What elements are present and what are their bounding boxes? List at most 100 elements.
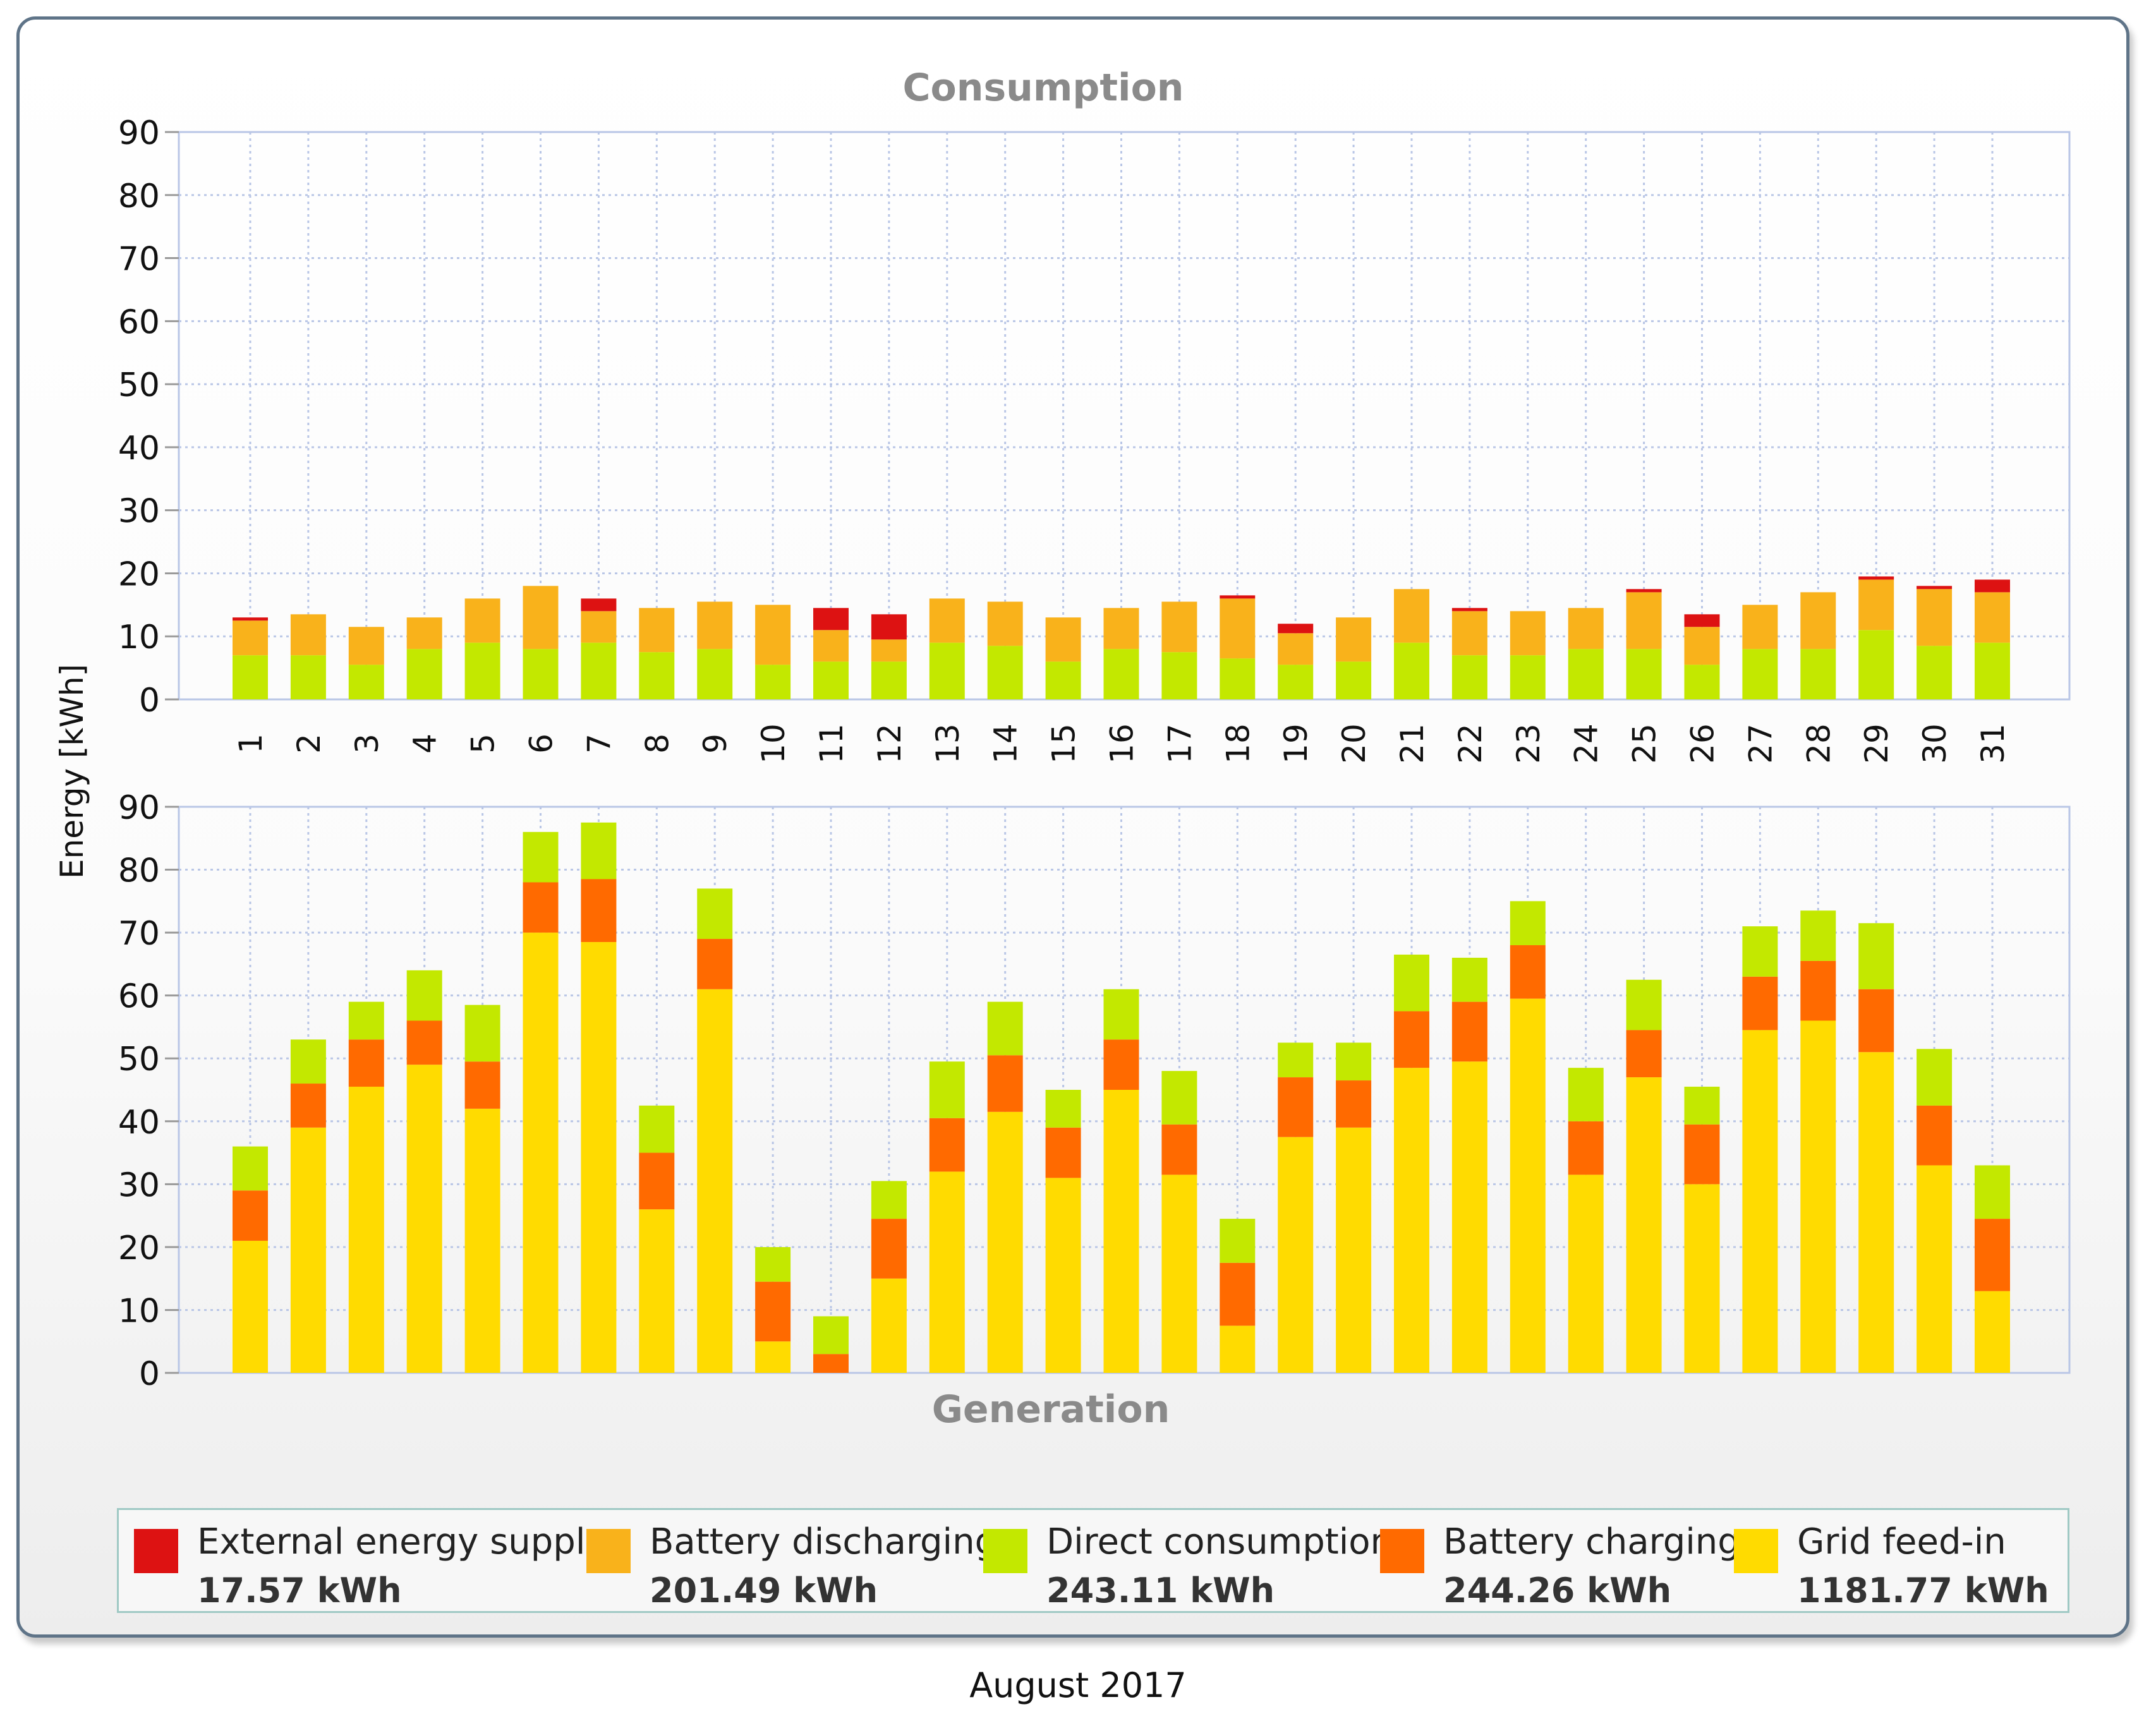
generation-bar-day-13-direct-consumption [929, 1061, 965, 1118]
grid-feed-in-swatch-icon [1734, 1529, 1778, 1573]
consumption-bar-day-12-battery-discharging [871, 639, 907, 662]
x-tick-label-day-19: 19 [1278, 723, 1314, 764]
consumption-bar-day-17-battery-discharging [1161, 601, 1197, 653]
x-tick-label-day-6: 6 [523, 734, 560, 754]
consumption-bar-day-26-external-energy-supply [1684, 614, 1720, 627]
consumption-title: Consumption [902, 66, 1184, 110]
consumption-bar-day-24-direct-consumption [1568, 649, 1604, 699]
consumption-bar-day-27-direct-consumption [1742, 649, 1778, 699]
generation-bar-day-5-grid-feed-in [464, 1108, 500, 1373]
consumption-bar-day-27-battery-discharging [1742, 605, 1778, 649]
consumption-bar-day-9-battery-discharging [697, 601, 733, 649]
generation-bar-day-26-direct-consumption [1684, 1087, 1720, 1125]
generation-bar-day-10-direct-consumption [755, 1247, 791, 1282]
consumption-bar-day-16-direct-consumption [1103, 649, 1139, 699]
legend-total: 1181.77 kWh [1797, 1571, 2049, 1610]
consumption-bar-day-30-direct-consumption [1917, 646, 1953, 699]
consumption-bar-day-8-direct-consumption [639, 652, 675, 699]
x-tick-label-day-2: 2 [291, 734, 327, 754]
consumption-bar-day-1-direct-consumption [233, 655, 268, 699]
x-tick-label-day-11: 11 [813, 723, 850, 764]
x-tick-label-day-4: 4 [407, 734, 444, 754]
generation-y-tick-label: 60 [118, 978, 160, 1016]
consumption-y-tick-label: 30 [118, 493, 160, 531]
x-tick-label-day-30: 30 [1917, 723, 1953, 764]
generation-bar-day-8-grid-feed-in [639, 1209, 675, 1373]
generation-bar-day-28-grid-feed-in [1800, 1020, 1836, 1373]
generation-bar-day-30-direct-consumption [1917, 1049, 1953, 1106]
generation-y-tick-label: 70 [118, 915, 160, 953]
generation-bar-day-27-direct-consumption [1742, 926, 1778, 977]
consumption-bar-day-16-battery-discharging [1103, 608, 1139, 649]
generation-bar-day-26-grid-feed-in [1684, 1184, 1720, 1373]
x-tick-label-day-28: 28 [1800, 723, 1837, 764]
consumption-bar-day-26-battery-discharging [1684, 627, 1720, 665]
generation-bar-day-4-grid-feed-in [406, 1065, 442, 1373]
consumption-bar-day-18-direct-consumption [1220, 658, 1256, 699]
generation-bar-day-30-battery-charging [1917, 1105, 1953, 1166]
consumption-bar-day-21-direct-consumption [1394, 643, 1429, 699]
generation-y-tick-label: 90 [118, 789, 160, 827]
legend-total: 201.49 kWh [650, 1571, 878, 1610]
x-tick-label-day-13: 13 [930, 723, 966, 764]
generation-bar-day-23-direct-consumption [1510, 901, 1546, 946]
generation-bar-day-25-direct-consumption [1626, 979, 1662, 1030]
consumption-bar-day-5-battery-discharging [464, 598, 500, 643]
legend-label: Direct consumption [1046, 1521, 1393, 1562]
generation-bar-day-26-battery-charging [1684, 1124, 1720, 1185]
consumption-bar-day-8-battery-discharging [639, 608, 675, 653]
x-tick-label-day-24: 24 [1568, 723, 1605, 764]
month-label: August 2017 [969, 1665, 1187, 1705]
generation-bar-day-31-grid-feed-in [1975, 1291, 2010, 1373]
generation-bar-day-22-direct-consumption [1451, 957, 1487, 1002]
consumption-bar-day-22-external-energy-supply [1451, 608, 1487, 612]
generation-bar-day-17-direct-consumption [1161, 1071, 1197, 1125]
consumption-bar-day-10-battery-discharging [755, 605, 791, 665]
consumption-bar-day-20-battery-discharging [1336, 617, 1372, 662]
generation-bar-day-7-grid-feed-in [581, 942, 617, 1373]
generation-bar-day-15-direct-consumption [1045, 1090, 1081, 1128]
battery-discharging-swatch-icon [586, 1529, 631, 1573]
generation-bar-day-27-battery-charging [1742, 976, 1778, 1030]
generation-bar-day-2-direct-consumption [290, 1039, 326, 1084]
x-tick-label-day-14: 14 [988, 723, 1024, 764]
generation-bar-day-9-battery-charging [697, 939, 733, 989]
consumption-bar-day-12-direct-consumption [871, 661, 907, 699]
generation-bar-day-31-battery-charging [1975, 1219, 2010, 1291]
consumption-bar-day-1-external-energy-supply [233, 617, 268, 621]
x-tick-label-day-27: 27 [1742, 723, 1779, 764]
generation-bar-day-21-battery-charging [1394, 1011, 1429, 1068]
generation-bar-day-10-grid-feed-in [755, 1341, 791, 1373]
consumption-bar-day-3-direct-consumption [348, 665, 384, 699]
consumption-bar-day-15-battery-discharging [1045, 617, 1081, 662]
generation-bar-day-27-grid-feed-in [1742, 1030, 1778, 1373]
consumption-y-tick-label: 10 [118, 619, 160, 656]
generation-bar-day-13-battery-charging [929, 1118, 965, 1172]
generation-bar-day-24-grid-feed-in [1568, 1175, 1604, 1373]
x-tick-label-day-20: 20 [1336, 723, 1372, 764]
consumption-y-tick-label: 60 [118, 303, 160, 341]
consumption-bar-day-23-direct-consumption [1510, 655, 1546, 699]
consumption-bar-day-31-external-energy-supply [1975, 579, 2010, 593]
generation-y-tick-label: 30 [118, 1166, 160, 1204]
legend-label: Grid feed-in [1797, 1521, 2006, 1562]
generation-bar-day-17-grid-feed-in [1161, 1175, 1197, 1373]
consumption-bar-day-28-battery-discharging [1800, 592, 1836, 649]
generation-bar-day-25-grid-feed-in [1626, 1077, 1662, 1373]
generation-bar-day-16-grid-feed-in [1103, 1090, 1139, 1373]
x-tick-label-day-31: 31 [1975, 723, 2011, 764]
generation-plot: 0 10 20 30 40 50 60 70 80 90 [118, 789, 2071, 1393]
x-tick-label-day-5: 5 [465, 734, 502, 754]
generation-bar-day-15-grid-feed-in [1045, 1178, 1081, 1373]
generation-bar-day-28-battery-charging [1800, 960, 1836, 1021]
consumption-bar-day-26-direct-consumption [1684, 665, 1720, 699]
generation-bar-day-16-battery-charging [1103, 1039, 1139, 1090]
generation-bar-day-11-battery-charging [813, 1354, 849, 1373]
generation-bar-day-22-grid-feed-in [1451, 1061, 1487, 1373]
generation-y-tick-label: 80 [118, 852, 160, 890]
generation-bar-day-14-battery-charging [987, 1055, 1023, 1112]
generation-bar-day-21-direct-consumption [1394, 954, 1429, 1011]
generation-bar-day-20-battery-charging [1336, 1080, 1372, 1128]
chart-panel: Consumption Generation Energy [kWh] 0 10 2… [16, 16, 2129, 1638]
x-tick-label-day-16: 16 [1104, 723, 1141, 764]
